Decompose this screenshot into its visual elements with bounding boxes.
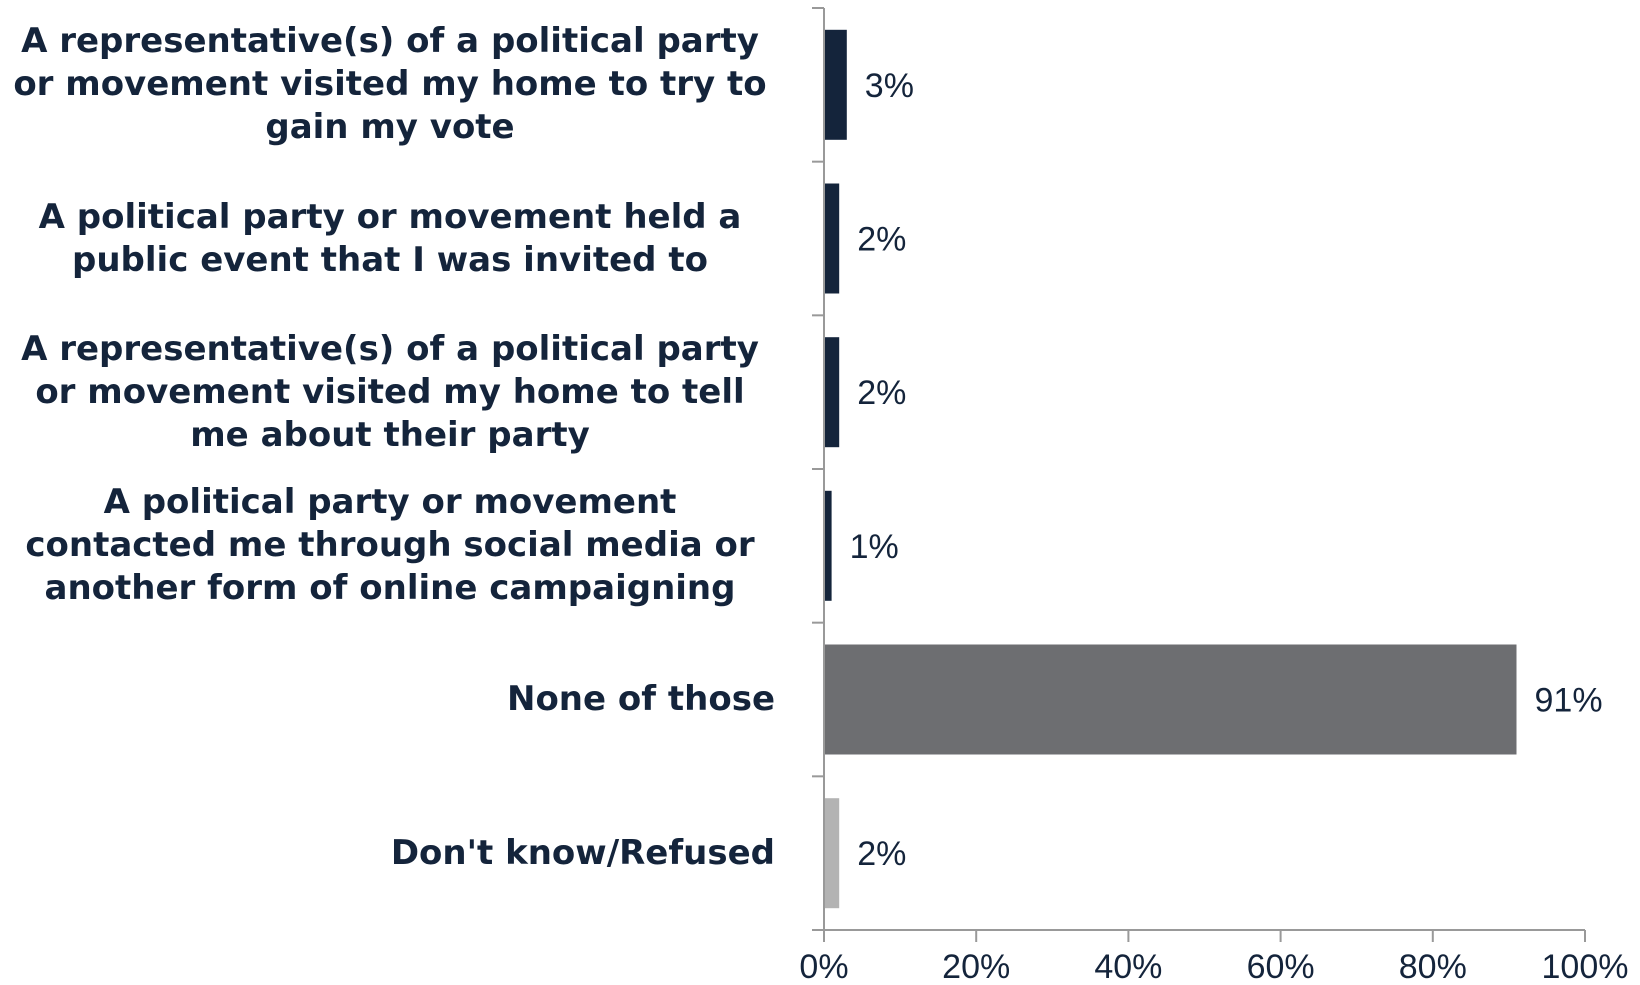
bar-3 (824, 337, 840, 448)
category-label-6: Don't know/Refused (390, 832, 775, 873)
bar-1 (824, 29, 847, 140)
value-label-5: 91% (1535, 682, 1603, 720)
category-label-4: A political party or movement contacted … (25, 482, 755, 609)
value-label-1: 3% (865, 67, 914, 105)
x-tick-label-0: 0% (799, 948, 848, 985)
value-label-6: 2% (857, 835, 906, 873)
category-label-2: A political party or movement held a pub… (38, 196, 742, 280)
x-tick-label-20: 20% (942, 948, 1010, 985)
category-label-5: None of those (506, 679, 775, 719)
category-label-1: A representative(s) of a political party… (13, 21, 767, 148)
x-tick-label-100: 100% (1542, 948, 1629, 985)
value-label-3: 2% (857, 374, 906, 412)
bar-6 (824, 798, 840, 909)
x-tick-label-80: 80% (1399, 948, 1467, 985)
x-tick-label-60: 60% (1247, 948, 1315, 985)
category-label-3: A representative(s) of a political party… (21, 328, 759, 455)
x-tick-label-40: 40% (1094, 948, 1162, 985)
bar-2 (824, 183, 840, 294)
value-label-2: 2% (857, 221, 906, 259)
value-label-4: 1% (850, 528, 899, 566)
bar-4 (824, 490, 832, 601)
bar-5 (824, 644, 1517, 755)
